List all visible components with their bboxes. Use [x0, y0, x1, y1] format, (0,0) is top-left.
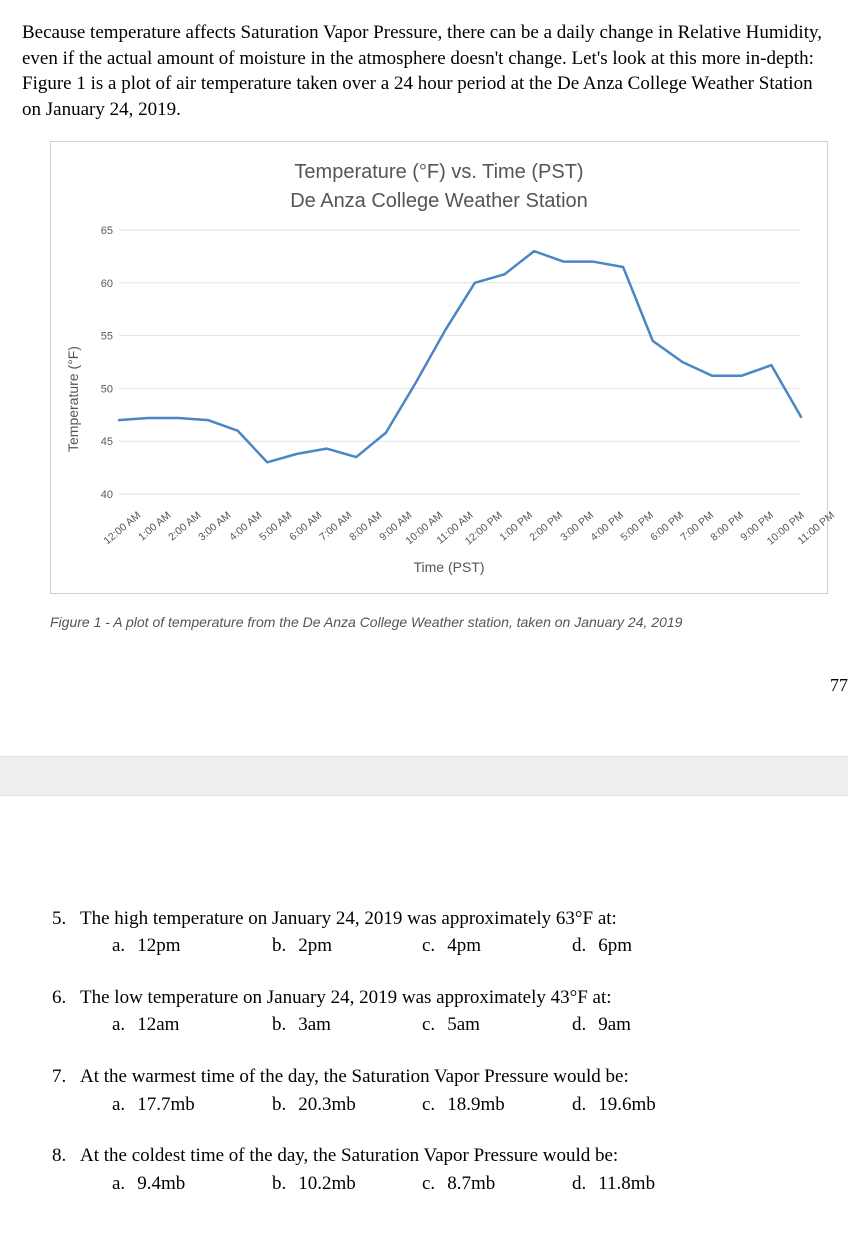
x-tick-label: 2:00 AM [166, 509, 203, 543]
option-text: 8.7mb [447, 1171, 495, 1197]
answer-option: d. 11.8mb [572, 1171, 692, 1197]
option-letter: b. [272, 1171, 286, 1197]
svg-text:45: 45 [101, 436, 113, 448]
svg-text:40: 40 [101, 489, 113, 501]
chart-area: Temperature (°F) 40 45 50 55 60 65 12:00 AM1:… [63, 224, 815, 575]
answer-option: b. 10.2mb [272, 1171, 422, 1197]
questions-section: 5.The high temperature on January 24, 20… [0, 796, 848, 1243]
chart-title-line1: Temperature (°F) vs. Time (PST) [294, 161, 583, 183]
question-text: At the coldest time of the day, the Satu… [80, 1143, 826, 1169]
option-letter: a. [112, 1171, 125, 1197]
question: 7.At the warmest time of the day, the Sa… [52, 1064, 826, 1117]
option-text: 5am [447, 1012, 480, 1038]
plot-wrap: 404550556065 12:00 AM1:00 AM2:00 AM3:00 … [83, 224, 815, 575]
option-text: 19.6mb [598, 1092, 656, 1118]
answer-option: b. 3am [272, 1012, 422, 1038]
option-text: 4pm [447, 933, 481, 959]
answer-option: d. 6pm [572, 933, 692, 959]
option-letter: d. [572, 933, 586, 959]
option-text: 11.8mb [598, 1171, 655, 1197]
option-text: 12am [137, 1012, 179, 1038]
question-options: a. 12pm b. 2pm c. 4pm d. 6pm [52, 933, 826, 959]
option-text: 9.4mb [137, 1171, 185, 1197]
option-text: 3am [298, 1012, 331, 1038]
question-options: a. 12am b. 3am c. 5am d. 9am [52, 1012, 826, 1038]
question-text: The low temperature on January 24, 2019 … [80, 985, 826, 1011]
option-text: 2pm [298, 933, 332, 959]
x-tick-label: 3:00 AM [197, 509, 234, 543]
question-number: 8. [52, 1143, 80, 1169]
option-letter: b. [272, 1012, 286, 1038]
answer-option: b. 2pm [272, 933, 422, 959]
answer-option: b. 20.3mb [272, 1092, 422, 1118]
option-letter: d. [572, 1012, 586, 1038]
question: 8.At the coldest time of the day, the Sa… [52, 1143, 826, 1196]
answer-option: d. 9am [572, 1012, 692, 1038]
question: 5.The high temperature on January 24, 20… [52, 906, 826, 959]
question-number: 7. [52, 1064, 80, 1090]
x-tick-label: 1:00 AM [136, 509, 173, 543]
option-letter: d. [572, 1171, 586, 1197]
answer-option: c. 8.7mb [422, 1171, 572, 1197]
x-tick-label: 12:00 AM [102, 509, 144, 547]
x-tick-label: 4:00 PM [588, 509, 626, 543]
x-tick-label: 6:00 AM [287, 509, 324, 543]
x-axis-label: Time (PST) [83, 559, 815, 575]
option-letter: a. [112, 1092, 125, 1118]
question-number: 5. [52, 906, 80, 932]
question-options: a. 17.7mb b. 20.3mb c. 18.9mb d. 19.6mb [52, 1092, 826, 1118]
option-letter: c. [422, 1171, 435, 1197]
chart-title: Temperature (°F) vs. Time (PST) De Anza … [63, 158, 815, 216]
option-letter: a. [112, 1012, 125, 1038]
option-letter: c. [422, 933, 435, 959]
option-text: 18.9mb [447, 1092, 505, 1118]
page-number: 77 [0, 675, 848, 696]
answer-option: c. 18.9mb [422, 1092, 572, 1118]
option-letter: a. [112, 933, 125, 959]
page-top-section: Because temperature affects Saturation V… [0, 0, 848, 630]
svg-text:65: 65 [101, 225, 113, 237]
question: 6.The low temperature on January 24, 201… [52, 985, 826, 1038]
option-text: 20.3mb [298, 1092, 356, 1118]
question-options: a. 9.4mb b. 10.2mb c. 8.7mb d. 11.8mb [52, 1171, 826, 1197]
answer-option: a. 12am [112, 1012, 272, 1038]
option-letter: d. [572, 1092, 586, 1118]
option-text: 17.7mb [137, 1092, 195, 1118]
x-tick-label: 8:00 AM [347, 509, 384, 543]
answer-option: a. 12pm [112, 933, 272, 959]
option-text: 12pm [137, 933, 180, 959]
svg-text:60: 60 [101, 277, 113, 289]
chart-title-line2: De Anza College Weather Station [290, 190, 588, 212]
x-tick-label: 5:00 PM [618, 509, 656, 543]
x-axis-ticks: 12:00 AM1:00 AM2:00 AM3:00 AM4:00 AM5:00… [113, 504, 815, 559]
option-letter: b. [272, 1092, 286, 1118]
question-number: 6. [52, 985, 80, 1011]
answer-option: a. 17.7mb [112, 1092, 272, 1118]
y-axis-label: Temperature (°F) [63, 224, 83, 575]
option-letter: c. [422, 1092, 435, 1118]
question-text: At the warmest time of the day, the Satu… [80, 1064, 826, 1090]
chart-svg: 40 45 50 55 60 65 [83, 224, 815, 504]
option-text: 6pm [598, 933, 632, 959]
svg-text:50: 50 [101, 383, 113, 395]
option-letter: c. [422, 1012, 435, 1038]
question-text: The high temperature on January 24, 2019… [80, 906, 826, 932]
option-letter: b. [272, 933, 286, 959]
figure-caption: Figure 1 - A plot of temperature from th… [50, 614, 826, 630]
option-text: 9am [598, 1012, 631, 1038]
x-tick-label: 3:00 PM [558, 509, 596, 543]
option-text: 10.2mb [298, 1171, 356, 1197]
x-tick-label: 7:00 AM [317, 509, 354, 543]
page-break [0, 756, 848, 796]
x-tick-label: 4:00 AM [227, 509, 264, 543]
answer-option: c. 4pm [422, 933, 572, 959]
answer-option: a. 9.4mb [112, 1171, 272, 1197]
x-tick-label: 5:00 AM [257, 509, 294, 543]
answer-option: c. 5am [422, 1012, 572, 1038]
x-tick-label: 2:00 PM [528, 509, 566, 543]
svg-text:55: 55 [101, 330, 113, 342]
answer-option: d. 19.6mb [572, 1092, 692, 1118]
figure-1-chart: Temperature (°F) vs. Time (PST) De Anza … [50, 141, 828, 594]
intro-paragraph: Because temperature affects Saturation V… [22, 20, 826, 123]
